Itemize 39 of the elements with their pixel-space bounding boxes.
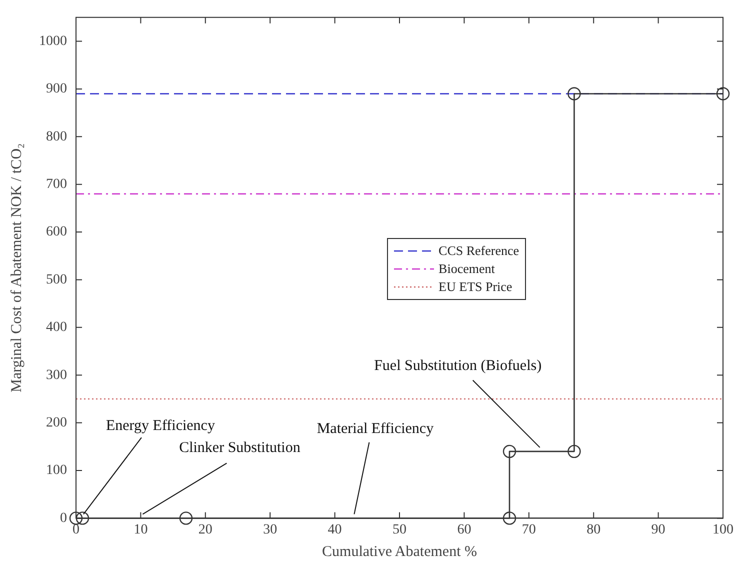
y-tick-label: 300 [46,368,67,383]
annotation: Clinker Substitution [179,440,301,456]
point [502,512,516,525]
y-tick-label: 1000 [39,34,67,49]
y-tick-label: 200 [46,415,67,430]
point [69,512,83,525]
x-tick-label: 90 [651,522,666,538]
annotation: Material Efficiency [316,420,434,437]
point [179,512,193,525]
point [568,87,581,100]
y-tick-label: 600 [46,224,67,240]
legend-label: CCS Reference [438,242,520,260]
point [716,87,730,100]
x-tick-label: 0 [72,522,80,538]
point [502,444,516,458]
y-tick-label: 400 [46,320,67,336]
x-tick-label: 30 [263,522,278,538]
x-axis-title: Cumulative Abatement % [322,544,477,560]
y-tick-label: 900 [46,82,67,97]
x-tick-label: 70 [522,522,536,538]
y-axis-title: Marginal Cost of Abatement NOK / tCO₂ [8,143,25,392]
x-tick-label: 80 [586,522,601,538]
y-tick-label: 500 [46,272,67,288]
y-tick-label: 700 [46,177,67,192]
annotation: Fuel Substitution (Biofuels) [374,358,542,374]
x-tick-label: 40 [328,522,342,538]
x-tick-label: 50 [392,522,406,538]
y-tick-label: 800 [46,129,67,144]
y-tick-label: 0 [60,510,67,526]
point [568,444,581,458]
legend-label: EU ETS Price [438,278,512,296]
x-tick-label: 20 [198,522,212,538]
x-tick-label: 100 [712,522,734,538]
x-tick-label: 10 [134,522,148,538]
legend-label: Biocement [438,260,495,278]
annotation: Energy Efficiency [106,418,216,434]
point [76,512,90,525]
x-tick-label: 60 [457,522,472,538]
y-tick-label: 100 [46,463,67,478]
